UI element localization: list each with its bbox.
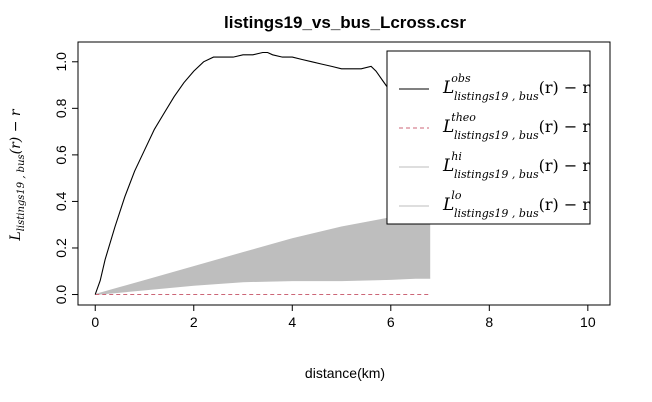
- series-lo-line: [95, 277, 431, 295]
- legend-box: [386, 50, 591, 225]
- envelope-band: [95, 199, 431, 295]
- y-tick-label: 0.8: [53, 98, 69, 118]
- x-tick-label: 8: [485, 314, 493, 330]
- series-obs-line: [94, 51, 429, 295]
- legend-label-obs: Lobs listings19 , bus(r) − r: [442, 72, 590, 103]
- y-tick-label: 0.4: [53, 191, 69, 211]
- axes: 0 2 4 6 8 10 0.0 0.2 0.4 0.6 0.8 1.0: [53, 41, 611, 330]
- legend-label-theo: Ltheo listings19 , bus(r) − r: [442, 111, 590, 142]
- y-axis-label: Llistings19 , bus(r) − r: [8, 108, 27, 241]
- y-tick-label: 0.6: [53, 145, 69, 165]
- x-tick-label: 2: [190, 314, 198, 330]
- x-tick-label: 10: [580, 314, 596, 330]
- y-axis-label-sub: listings19 , bus: [16, 154, 27, 231]
- y-axis-label-tail: (r) − r: [8, 108, 24, 154]
- y-tick-label: 1.0: [53, 52, 69, 72]
- plot-area: [94, 51, 431, 296]
- svg-text:Llistings19 , bus(r) − r: Llistings19 , bus(r) − r: [8, 108, 27, 241]
- legend-label-hi: Lhi listings19 , bus(r) − r: [442, 150, 590, 181]
- y-tick-label: 0.0: [53, 285, 69, 305]
- y-tick-label: 0.2: [53, 238, 69, 258]
- legend: Lobs listings19 , bus(r) − r Ltheo listings…: [386, 50, 591, 225]
- chart-title: listings19_vs_bus_Lcross.csr: [224, 13, 466, 32]
- legend-label-lo: Llo listings19 , bus(r) − r: [442, 189, 590, 220]
- x-tick-label: 6: [387, 314, 395, 330]
- x-axis-label: distance(km): [305, 365, 385, 381]
- x-tick-label: 0: [91, 314, 99, 330]
- x-tick-label: 4: [288, 314, 296, 330]
- y-axis-label-main: L: [8, 231, 24, 241]
- plot-frame: [77, 41, 611, 306]
